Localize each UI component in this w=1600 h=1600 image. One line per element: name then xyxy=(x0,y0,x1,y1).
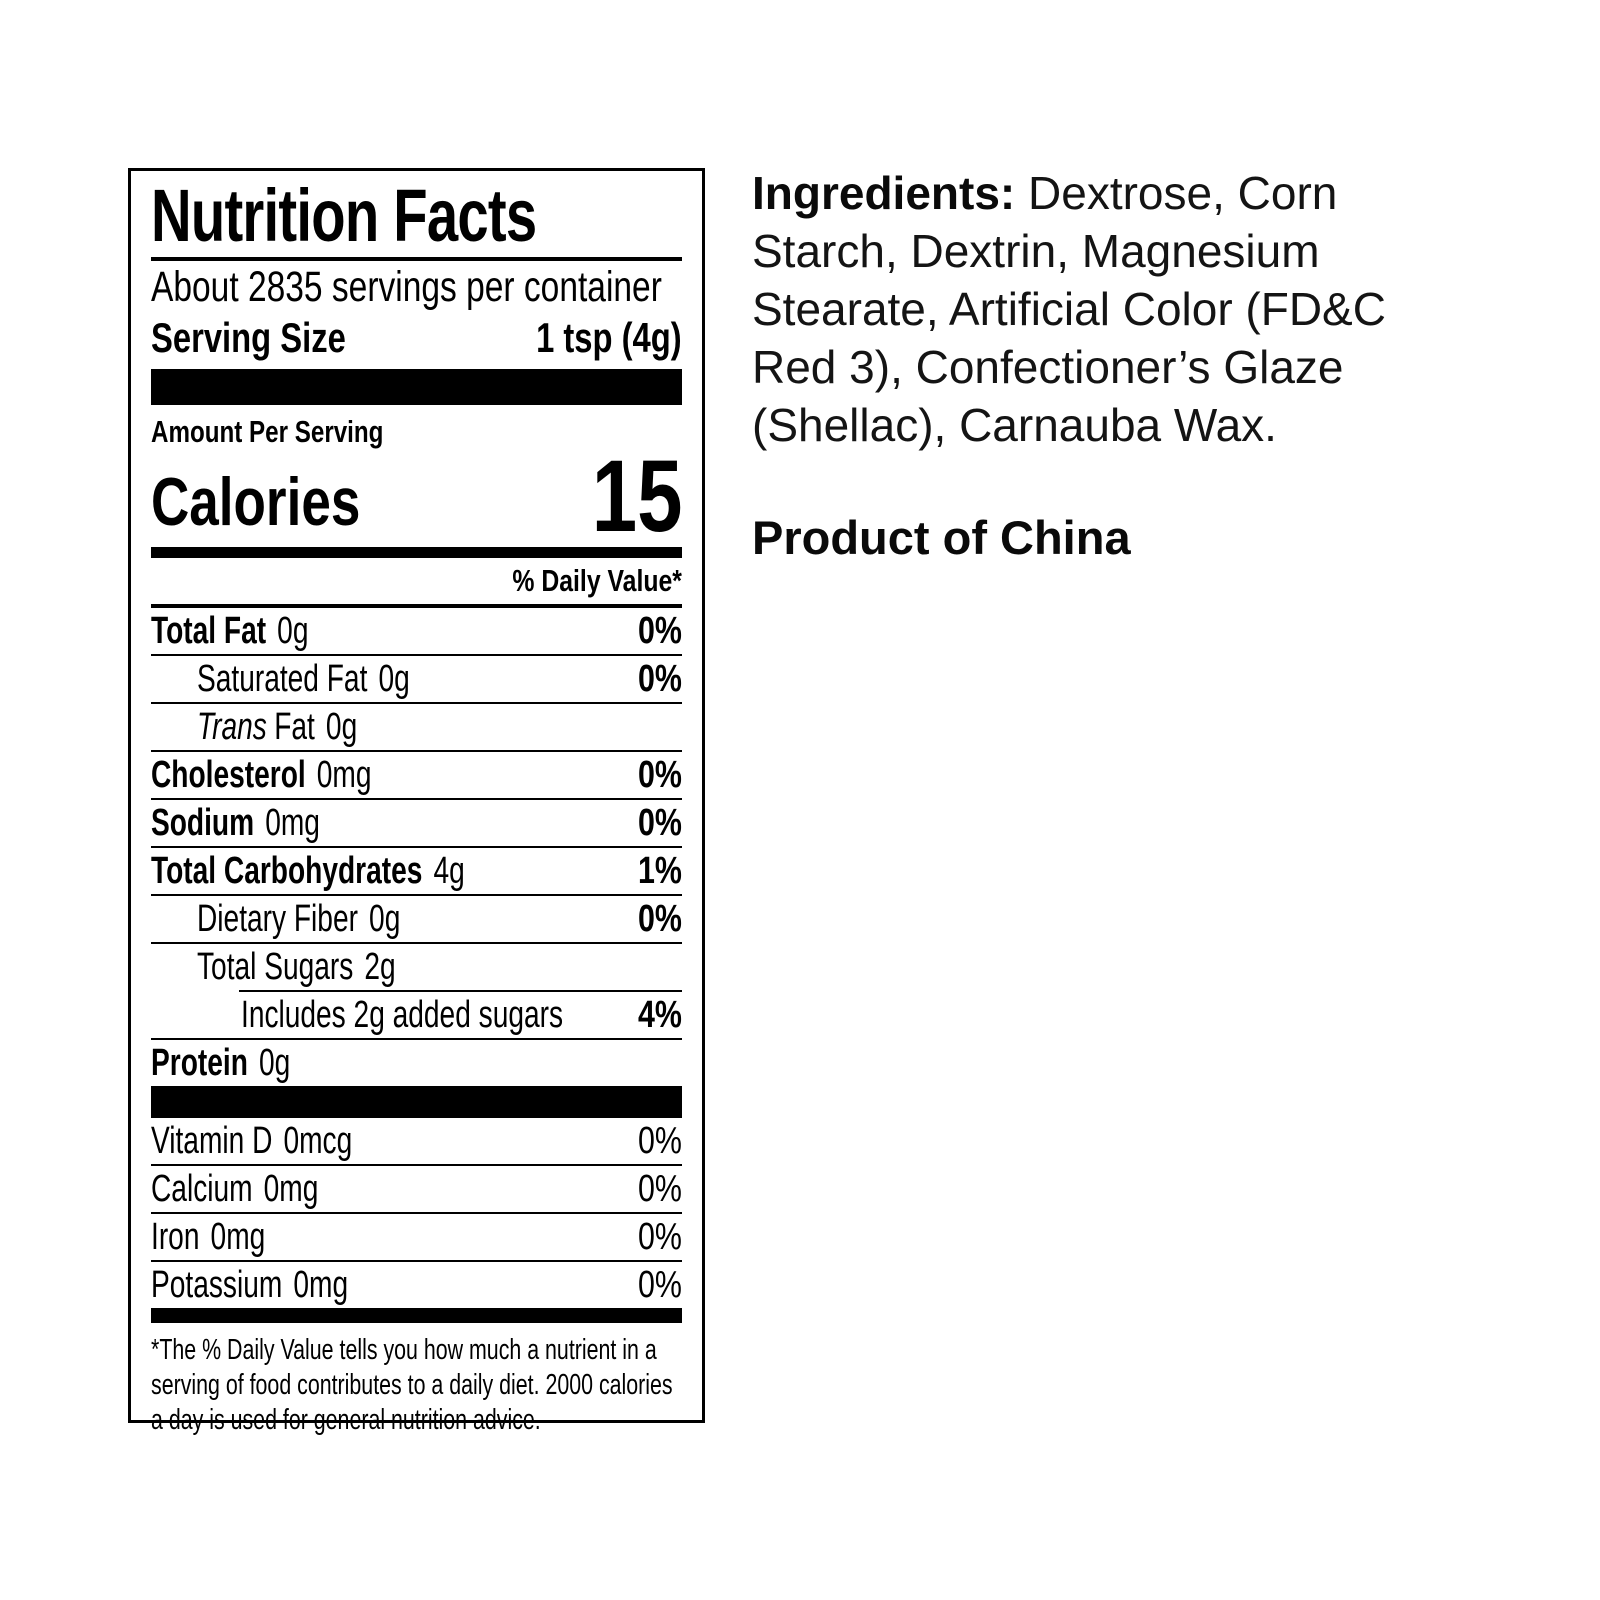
nutrient-percent: 0% xyxy=(638,658,682,700)
divider xyxy=(151,750,682,752)
row-added-sugars: Includes 2g added sugars 4% xyxy=(151,992,682,1038)
daily-value-header: % Daily Value* xyxy=(512,563,682,598)
divider xyxy=(151,702,682,704)
row-vitamin-d: Vitamin D 0mcg 0% xyxy=(151,1118,682,1164)
nutrition-facts-label: Nutrition Facts About 2835 servings per … xyxy=(128,168,705,1436)
nutrient-percent: 0% xyxy=(638,898,682,940)
nutrient-name: Fat xyxy=(274,706,315,748)
nutrient-name: Total Carbohydrates xyxy=(151,850,423,892)
nutrient-amount: 0mg xyxy=(316,754,372,796)
amount-per-serving-label: Amount Per Serving xyxy=(151,414,384,449)
nutrition-facts-title: Nutrition Facts xyxy=(151,175,682,257)
serving-size-row: Serving Size 1 tsp (4g) xyxy=(151,313,682,363)
nutrient-percent: 0% xyxy=(638,1168,682,1210)
divider xyxy=(151,1260,682,1262)
divider xyxy=(151,1212,682,1214)
nutrient-amount: 0mg xyxy=(210,1216,266,1258)
nutrient-percent: 0% xyxy=(638,1120,682,1162)
nutrient-amount: 0g xyxy=(378,658,410,700)
row-iron: Iron 0mg 0% xyxy=(151,1214,682,1260)
divider xyxy=(151,894,682,896)
nutrient-amount: 0mg xyxy=(263,1168,319,1210)
row-saturated-fat: Saturated Fat 0g 0% xyxy=(151,656,682,702)
nutrient-percent: 0% xyxy=(638,1216,682,1258)
row-protein: Protein 0g xyxy=(151,1040,682,1086)
thick-bar xyxy=(151,547,682,558)
nutrient-percent: 1% xyxy=(638,850,682,892)
row-sodium: Sodium 0mg 0% xyxy=(151,800,682,846)
nutrient-name: Protein xyxy=(151,1042,248,1084)
calories-label: Calories xyxy=(151,464,361,540)
divider xyxy=(151,1164,682,1166)
row-total-sugars: Total Sugars 2g xyxy=(151,944,682,990)
row-total-fat: Total Fat 0g 0% xyxy=(151,608,682,654)
nutrient-amount: 0mcg xyxy=(283,1120,353,1162)
nutrition-facts-title-text: Nutrition Facts xyxy=(151,174,537,257)
thick-bar xyxy=(151,369,682,405)
nutrient-percent: 0% xyxy=(638,754,682,796)
divider xyxy=(151,1038,682,1040)
nutrient-name: Sodium xyxy=(151,802,255,844)
nutrient-amount: 0g xyxy=(258,1042,291,1084)
divider xyxy=(151,798,682,800)
thick-bar xyxy=(151,1308,682,1323)
serving-size-value: 1 tsp (4g) xyxy=(536,314,682,361)
nutrient-amount: 0g xyxy=(325,706,358,748)
divider xyxy=(151,846,682,848)
calories-value: 15 xyxy=(591,439,682,553)
nutrient-amount: 0g xyxy=(277,610,309,652)
nutrient-name: Potassium xyxy=(151,1264,283,1306)
divider xyxy=(151,654,682,656)
serving-size-label: Serving Size xyxy=(151,314,346,361)
divider-indented xyxy=(239,990,682,992)
nutrient-amount: 0mg xyxy=(293,1264,349,1306)
row-total-carbohydrates: Total Carbohydrates 4g 1% xyxy=(151,848,682,894)
daily-value-footnote: *The % Daily Value tells you how much a … xyxy=(151,1334,673,1436)
row-trans-fat: Trans Fat 0g xyxy=(151,704,682,750)
divider xyxy=(151,604,682,608)
nutrient-amount: 2g xyxy=(364,946,396,988)
nutrient-percent: 4% xyxy=(638,994,682,1036)
nutrient-name: Cholesterol xyxy=(151,754,306,796)
divider xyxy=(151,942,682,944)
thick-bar xyxy=(151,1086,682,1118)
product-origin: Product of China xyxy=(752,511,1131,564)
divider xyxy=(151,257,682,261)
row-calcium: Calcium 0mg 0% xyxy=(151,1166,682,1212)
nutrient-name: Total Sugars xyxy=(197,946,354,988)
servings-per-container: About 2835 servings per container xyxy=(151,263,662,311)
nutrient-amount: 0g xyxy=(369,898,401,940)
ingredients-text: Dextrose, Corn Starch, Dextrin, Magnesiu… xyxy=(752,167,1386,451)
nutrient-name: Calcium xyxy=(151,1168,253,1210)
ingredients-panel: Ingredients: Dextrose, Corn Starch, Dext… xyxy=(752,164,1400,566)
nutrient-percent: 0% xyxy=(638,802,682,844)
nutrient-name: Total Fat xyxy=(151,610,267,652)
calories-row: Calories 15 xyxy=(151,445,682,547)
nutrient-amount: 4g xyxy=(433,850,465,892)
nutrient-name: Includes 2g added sugars xyxy=(241,994,564,1036)
ingredients-heading: Ingredients: xyxy=(752,167,1016,219)
nutrient-percent: 0% xyxy=(638,1264,682,1306)
nutrient-name: Dietary Fiber xyxy=(197,898,358,940)
row-cholesterol: Cholesterol 0mg 0% xyxy=(151,752,682,798)
nutrient-name: Vitamin D xyxy=(151,1120,273,1162)
ingredients-paragraph: Ingredients: Dextrose, Corn Starch, Dext… xyxy=(752,164,1400,454)
nutrient-name: Saturated Fat xyxy=(197,658,368,700)
row-potassium: Potassium 0mg 0% xyxy=(151,1262,682,1308)
nutrient-percent: 0% xyxy=(638,610,682,652)
nutrient-name: Iron xyxy=(151,1216,200,1258)
nutrient-amount: 0mg xyxy=(265,802,320,844)
nutrient-name-italic: Trans xyxy=(197,706,267,748)
row-dietary-fiber: Dietary Fiber 0g 0% xyxy=(151,896,682,942)
